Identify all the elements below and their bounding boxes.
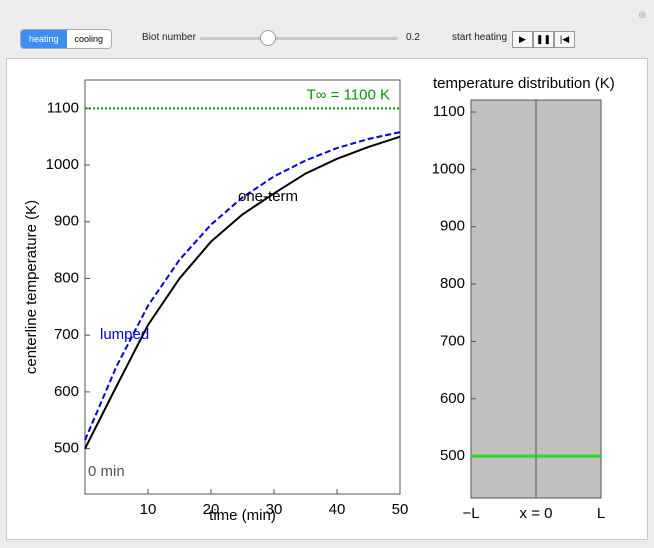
y-tick-label: 700 — [54, 326, 79, 343]
chart-title: temperature distribution (K) — [433, 75, 615, 92]
y-tick-label: 1100 — [47, 99, 79, 116]
plot-area — [84, 79, 401, 495]
x-tick-label: 20 — [203, 501, 220, 518]
y-tick-label: 900 — [54, 213, 79, 230]
y-tick-label: 500 — [440, 447, 465, 464]
x-tick-label: x = 0 — [520, 505, 553, 522]
mode-button[interactable]: cooling — [66, 30, 112, 48]
x-axis-title: time (min) — [209, 507, 276, 524]
annotation: 0 min — [88, 463, 125, 480]
mode-button[interactable]: heating — [21, 30, 67, 48]
options-icon[interactable]: ⊕ — [638, 10, 647, 21]
y-tick-label: 700 — [440, 332, 465, 349]
x-tick-label: L — [597, 505, 605, 522]
x-tick-label: 10 — [140, 501, 157, 518]
play-button[interactable]: ▶ — [512, 31, 533, 48]
x-tick-label: 40 — [329, 501, 346, 518]
biot-slider[interactable] — [200, 37, 398, 40]
y-tick-label: 1000 — [46, 156, 79, 173]
y-tick-label: 500 — [54, 440, 79, 457]
mode-toggle[interactable]: heating cooling — [20, 29, 113, 49]
reset-button[interactable]: |◀ — [554, 31, 575, 48]
series-line — [84, 135, 401, 450]
y-tick-label: 600 — [440, 390, 465, 407]
x-tick-label: 50 — [392, 501, 409, 518]
y-tick-label: 600 — [54, 383, 79, 400]
reference-label: T∞ = 1100 K — [307, 86, 390, 103]
y-tick-label: 1000 — [432, 160, 465, 177]
series-label: lumped — [100, 326, 149, 343]
pause-button[interactable]: ❚❚ — [533, 31, 554, 48]
y-tick-label: 800 — [440, 275, 465, 292]
x-tick-label: 30 — [266, 501, 283, 518]
x-tick-label: −L — [462, 505, 479, 522]
biot-label: Biot number — [142, 32, 196, 43]
y-tick-label: 900 — [440, 218, 465, 235]
biot-value: 0.2 — [406, 32, 420, 43]
y-tick-label: 800 — [54, 269, 79, 286]
playback-controls: ▶ ❚❚ |◀ — [512, 31, 575, 48]
y-tick-label: 1100 — [433, 103, 465, 120]
biot-slider-thumb[interactable] — [260, 30, 276, 46]
series-line — [84, 131, 401, 441]
y-axis-title: centerline temperature (K) — [23, 200, 40, 374]
start-label: start heating — [452, 32, 508, 43]
series-label: one-term — [238, 188, 298, 205]
